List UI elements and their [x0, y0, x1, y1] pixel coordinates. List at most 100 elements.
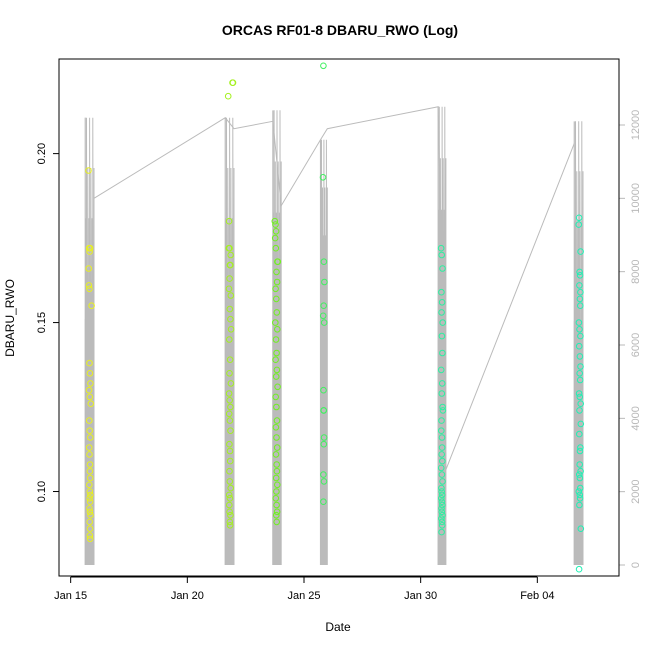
data-point: [227, 484, 234, 492]
data-point: [271, 234, 279, 242]
x-tick-label: Feb 04: [520, 590, 554, 602]
data-point: [272, 228, 280, 235]
data-point: [576, 491, 584, 499]
data-point: [439, 265, 446, 272]
data-point: [85, 386, 93, 394]
data-point: [226, 356, 234, 364]
data-point: [576, 353, 584, 360]
data-point: [87, 434, 94, 441]
data-point: [272, 451, 280, 458]
data-point: [437, 366, 445, 374]
data-point: [437, 464, 445, 472]
data-point: [225, 390, 233, 397]
data-point: [88, 302, 95, 310]
data-point: [273, 417, 281, 424]
data-point: [272, 336, 280, 343]
data-point: [577, 363, 584, 370]
data-point: [227, 380, 235, 387]
data-point: [226, 501, 233, 509]
data-point: [439, 407, 447, 414]
data-point: [86, 498, 94, 506]
data-point: [576, 326, 583, 333]
data-point: [319, 312, 327, 320]
data-point: [273, 508, 281, 516]
data-point: [273, 295, 280, 303]
data-point: [438, 451, 446, 458]
data-point: [86, 417, 93, 424]
data-point: [272, 319, 279, 326]
data-point: [576, 393, 584, 401]
y2-tick-label: 6000: [630, 333, 642, 357]
data-point: [576, 295, 584, 303]
data-point: [87, 380, 94, 387]
data-point: [272, 356, 279, 364]
data-point: [229, 79, 236, 86]
data-point: [86, 467, 94, 475]
data-point: [438, 427, 445, 435]
data-point: [225, 285, 233, 293]
data-point: [272, 495, 280, 502]
y-tick-label: 0.20: [36, 143, 48, 164]
data-points-layer: [85, 62, 585, 573]
data-point: [439, 457, 446, 465]
data-point: [273, 488, 280, 495]
data-point: [273, 434, 280, 441]
data-point: [226, 336, 233, 343]
chart-title: ORCAS RF01-8 DBARU_RWO (Log): [222, 22, 458, 38]
data-point: [438, 434, 446, 441]
data-point: [226, 244, 233, 252]
data-point: [577, 444, 584, 451]
data-point: [272, 393, 280, 401]
x-axis: Jan 15 Jan 20 Jan 25 Jan 30 Feb 04: [54, 576, 554, 602]
data-point: [575, 488, 583, 495]
data-point: [577, 400, 585, 408]
data-point: [576, 461, 584, 468]
data-point: [320, 440, 328, 448]
data-point: [321, 278, 328, 286]
data-point: [575, 342, 583, 350]
data-point: [225, 410, 233, 418]
data-point: [85, 167, 92, 174]
data-point: [438, 508, 446, 516]
data-point: [226, 478, 234, 485]
data-point: [273, 403, 280, 411]
data-point: [320, 407, 327, 414]
altitude-profile: [272, 110, 282, 566]
data-point: [438, 417, 445, 424]
plot-frame: [58, 58, 620, 577]
data-point: [438, 518, 446, 526]
data-point: [224, 92, 232, 100]
data-point: [272, 373, 280, 380]
data-point: [320, 302, 328, 310]
data-point: [438, 299, 446, 306]
data-point: [86, 461, 94, 468]
y2-tick-label: 2000: [630, 479, 642, 503]
data-point: [226, 440, 233, 448]
data-point: [577, 467, 584, 475]
data-point: [577, 484, 584, 492]
x-tick-label: Jan 30: [404, 590, 437, 602]
data-point: [86, 474, 94, 482]
data-point: [576, 474, 584, 482]
data-point: [577, 288, 584, 296]
data-point: [438, 505, 445, 512]
y2-tick-label: 12000: [630, 110, 642, 141]
data-point: [226, 417, 234, 424]
data-point: [86, 393, 94, 401]
altitude-line: [93, 106, 575, 470]
data-point: [438, 251, 446, 259]
data-point: [577, 525, 585, 533]
data-point: [438, 471, 446, 478]
x-tick-label: Jan 25: [287, 590, 320, 602]
y-axis-label: DBARU_RWO: [3, 279, 17, 357]
data-point: [274, 481, 281, 489]
data-point: [86, 359, 93, 367]
x-axis-label: Date: [325, 620, 351, 634]
data-point: [86, 505, 93, 512]
data-point: [87, 491, 94, 499]
data-point: [438, 380, 446, 387]
data-point: [575, 390, 583, 397]
data-point: [576, 447, 584, 455]
data-point: [227, 292, 235, 299]
